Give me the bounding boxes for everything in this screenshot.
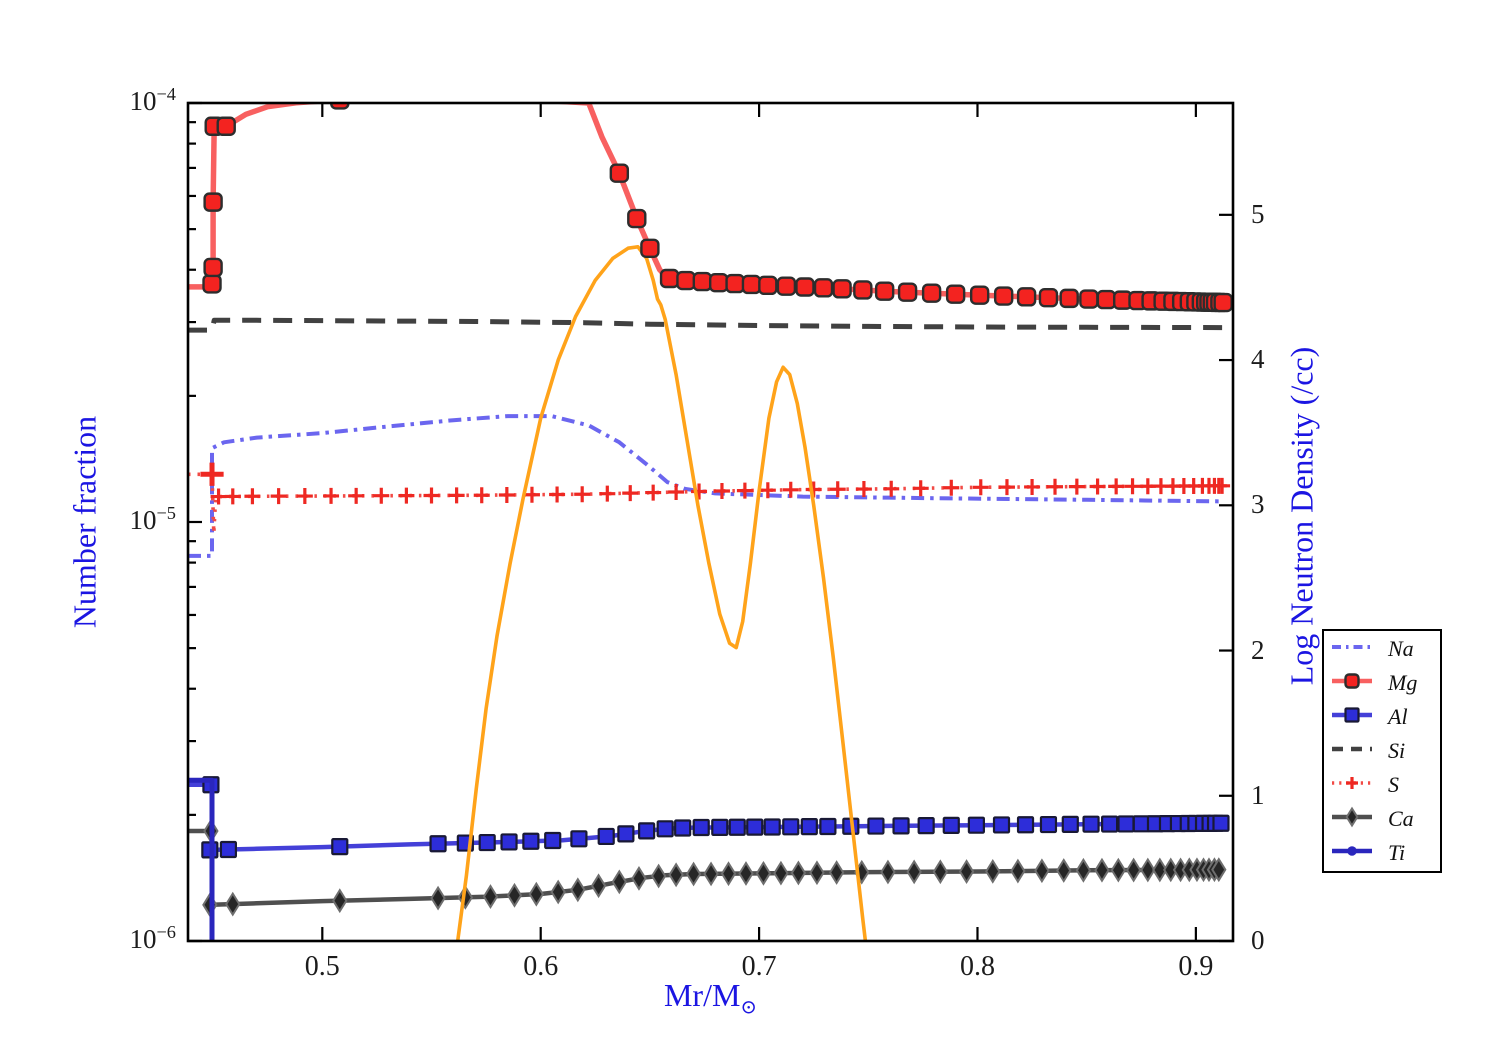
legend-label-na: Na — [1388, 636, 1414, 661]
legend-label-al: Al — [1388, 704, 1408, 729]
x-tick-label: 0.8 — [959, 951, 995, 982]
legend-item-al: Al — [1324, 701, 1440, 733]
series-Ca — [188, 818, 1227, 918]
series-Na — [188, 414, 1224, 558]
legend-label-s: S — [1388, 772, 1399, 797]
y-left-tick-label: 10−4 — [129, 83, 176, 116]
axes-frame — [186, 101, 1235, 943]
legend-label-ca: Ca — [1388, 806, 1414, 831]
legend-item-s: S — [1324, 769, 1440, 801]
series-Si — [188, 317, 1224, 333]
x-axis-label-sun-symbol: ⊙ — [740, 996, 758, 1019]
y-right-axis-label: Log Neutron Density (/cc) — [1283, 346, 1320, 686]
y-left-axis-label: Number fraction — [66, 415, 103, 629]
x-tick-label: 0.6 — [523, 951, 559, 982]
y-right-tick-label: 5 — [1251, 198, 1265, 229]
legend-label-ti: Ti — [1388, 840, 1406, 865]
legend-box: Na Mg Al Si S Ca Ti — [1322, 629, 1442, 873]
legend-item-na: Na — [1324, 633, 1440, 665]
legend-item-ca: Ca — [1324, 803, 1440, 835]
series-Ti — [188, 777, 215, 941]
x-axis-label: Mr/M⊙ — [188, 977, 1233, 1019]
legend-sample-si — [1329, 734, 1375, 769]
series-S — [188, 462, 1231, 536]
x-axis-label-text: Mr/M — [663, 977, 741, 1013]
data-series-layer — [188, 103, 1233, 941]
y-right-tick-label: 1 — [1251, 779, 1265, 810]
series-neutron_density — [455, 245, 868, 941]
legend-sample-ti — [1329, 836, 1375, 871]
y-right-tick-label: 0 — [1251, 925, 1265, 955]
legend-item-mg: Mg — [1324, 667, 1440, 699]
legend-label-si: Si — [1388, 738, 1406, 763]
legend-sample-al — [1329, 700, 1375, 735]
legend-item-ti: Ti — [1324, 837, 1440, 869]
legend-sample-ca — [1329, 802, 1375, 837]
legend-sample-s — [1329, 768, 1375, 803]
y-right-tick-label: 3 — [1251, 489, 1265, 520]
series-Mg — [188, 103, 1233, 313]
series-Al — [188, 776, 1230, 859]
legend-label-mg: Mg — [1388, 670, 1418, 695]
y-left-tick-label: 10−5 — [129, 502, 176, 535]
y-left-tick-label: 10−6 — [129, 921, 176, 954]
legend-item-si: Si — [1324, 735, 1440, 767]
y-right-tick-label: 2 — [1251, 634, 1265, 665]
y-right-tick-label: 4 — [1251, 344, 1265, 375]
legend-sample-na — [1329, 632, 1375, 667]
x-tick-label: 0.7 — [741, 951, 777, 982]
x-tick-label: 0.9 — [1178, 951, 1214, 982]
legend-sample-mg — [1329, 666, 1375, 701]
x-tick-label: 0.5 — [304, 951, 340, 982]
